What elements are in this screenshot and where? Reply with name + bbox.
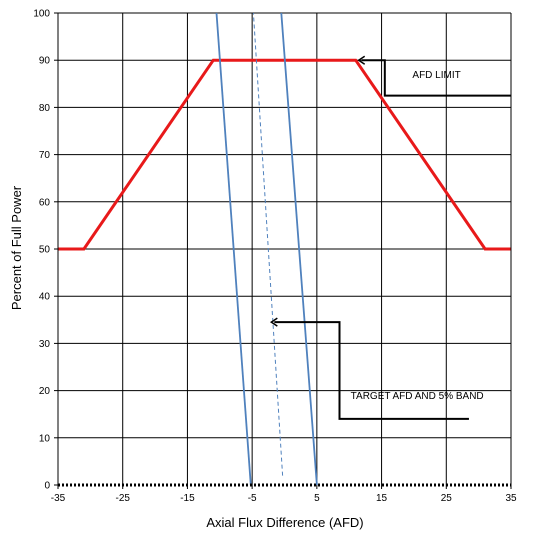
x-tick-label: 35 <box>505 493 517 504</box>
y-tick-label: 80 <box>39 103 51 114</box>
target-band-label: TARGET AFD AND 5% BAND <box>351 391 484 402</box>
series-layer <box>58 12 511 486</box>
x-tick-label: 5 <box>314 493 320 504</box>
grid <box>58 12 512 485</box>
y-tick-label: 70 <box>39 150 51 161</box>
x-tick-label: 15 <box>376 493 388 504</box>
target-band-leader <box>274 321 469 420</box>
y-axis-label: Percent of Full Power <box>9 185 24 310</box>
series-band-line <box>252 12 284 476</box>
afd-limit-leader <box>361 59 511 97</box>
y-tick-label: 90 <box>39 56 51 67</box>
series-band-line <box>215 12 252 486</box>
x-tick-label: -35 <box>51 493 66 504</box>
afd-limit-arrowhead <box>357 55 366 65</box>
y-tick-label: 50 <box>39 245 51 256</box>
y-tick-label: 40 <box>39 292 51 303</box>
tick-labels: 0 10 20 30 40 50 60 70 80 90 100 -35 -25 -15 -5 5 15 25 35 <box>33 9 517 505</box>
x-axis-label: Axial Flux Difference (AFD) <box>206 515 363 530</box>
series-band-line <box>280 12 318 486</box>
y-tick-label: 60 <box>39 197 51 208</box>
x-tick-label: 25 <box>441 493 453 504</box>
y-tick-label: 100 <box>33 9 50 20</box>
y-tick-label: 10 <box>39 433 51 444</box>
annotations: AFD LIMIT TARGET AFD AND 5% BAND <box>269 55 511 420</box>
target-band-arrowhead <box>269 317 278 327</box>
y-tick-label: 20 <box>39 386 51 397</box>
y-tick-label: 0 <box>44 481 50 492</box>
x-tick-label: -25 <box>115 493 130 504</box>
y-tick-label: 30 <box>39 339 51 350</box>
afd-limit-label: AFD LIMIT <box>412 70 460 81</box>
x-tick-label: -5 <box>248 493 257 504</box>
x-tick-label: -15 <box>180 493 195 504</box>
axes <box>54 12 512 489</box>
